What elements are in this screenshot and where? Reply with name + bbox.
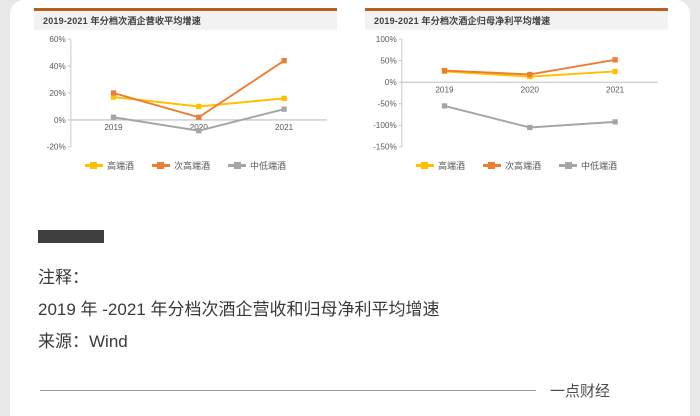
profit-line-chart: -150% -100% -50% 0% 50% 100% 2019 2020 2021 bbox=[373, 35, 658, 152]
series-marker bbox=[196, 128, 202, 134]
y-tick-label: 100% bbox=[376, 35, 397, 44]
revenue-chart-panel: 2019-2021 年分档次酒企营收平均增速 -20% 0% 20% 40% 60% 20… bbox=[34, 8, 337, 172]
series-marker bbox=[441, 67, 448, 74]
footer: 一点财经 bbox=[40, 380, 610, 401]
legend-marker-square bbox=[233, 161, 241, 169]
legend-label: 中低端酒 bbox=[250, 160, 287, 171]
legend-marker-square bbox=[157, 161, 165, 169]
legend-label: 高端酒 bbox=[437, 160, 465, 171]
legend-label: 次高端酒 bbox=[504, 160, 541, 171]
series-marker bbox=[612, 119, 618, 125]
legend-marker bbox=[84, 161, 103, 169]
profit-chart-panel: 2019-2021 年分档次酒企归母净利平均增速 -150% -100% -50% 0… bbox=[365, 8, 668, 172]
legend-marker bbox=[151, 161, 170, 169]
series-marker bbox=[110, 94, 117, 100]
y-tick-label: 60% bbox=[49, 35, 65, 44]
revenue-line-chart: -20% 0% 20% 40% 60% 2019 2020 2021 bbox=[47, 35, 327, 152]
series-marker bbox=[527, 71, 533, 78]
legend-label: 次高端酒 bbox=[173, 160, 210, 171]
series-marker bbox=[441, 103, 448, 109]
y-tick-label: 50% bbox=[380, 57, 396, 66]
brand-name: 一点财经 bbox=[549, 383, 610, 400]
series-line bbox=[444, 104, 616, 129]
legend-marker-square bbox=[421, 161, 429, 169]
x-category-label: 2021 bbox=[606, 85, 625, 94]
y-tick-label: 20% bbox=[49, 89, 65, 98]
y-tick-label: -100% bbox=[373, 121, 397, 130]
series-marker bbox=[281, 95, 287, 102]
x-category-label: 2019 bbox=[435, 85, 454, 94]
y-tick-label: -20% bbox=[47, 143, 66, 152]
legend-item: 次高端酒 bbox=[151, 159, 210, 172]
legend-marker bbox=[228, 161, 246, 169]
series-marker bbox=[196, 103, 202, 110]
legend-item: 中低端酒 bbox=[559, 159, 617, 172]
legend-item: 次高端酒 bbox=[482, 159, 541, 172]
charts-row: 2019-2021 年分档次酒企营收平均增速 -20% 0% 20% 40% 60% 20… bbox=[10, 0, 690, 172]
legend-label: 中低端酒 bbox=[581, 160, 618, 171]
y-tick-label: -50% bbox=[378, 100, 397, 109]
series-marker bbox=[110, 90, 117, 96]
x-category-label: 2020 bbox=[521, 85, 540, 94]
series-marker bbox=[196, 114, 202, 120]
y-tick-label: 0% bbox=[54, 116, 66, 125]
note-label: 注释： bbox=[38, 268, 89, 287]
legend-marker bbox=[559, 161, 577, 169]
x-category-label: 2021 bbox=[275, 123, 294, 132]
article-card: 2019-2021 年分档次酒企营收平均增速 -20% 0% 20% 40% 60% 20… bbox=[10, 0, 690, 416]
profit-chart-legend: 高端酒 次高端酒 中低端酒 bbox=[365, 158, 668, 172]
source-text: 来源：Wind bbox=[38, 332, 128, 351]
note-text: 2019 年 -2021 年分档次酒企营收和归母净利平均增速 bbox=[38, 300, 440, 319]
series-marker bbox=[612, 68, 618, 75]
legend-marker-square bbox=[90, 161, 98, 169]
note-block: 注释： 2019 年 -2021 年分档次酒企营收和归母净利平均增速 来源：Wi… bbox=[38, 262, 690, 358]
series-marker bbox=[612, 57, 618, 63]
y-tick-label: -150% bbox=[373, 143, 397, 152]
legend-marker-square bbox=[488, 161, 496, 169]
x-category-label: 2019 bbox=[104, 123, 123, 132]
legend-label: 高端酒 bbox=[106, 160, 134, 171]
legend-item: 高端酒 bbox=[84, 159, 134, 172]
legend-item: 中低端酒 bbox=[228, 159, 286, 172]
revenue-chart-title: 2019-2021 年分档次酒企营收平均增速 bbox=[34, 8, 337, 30]
y-tick-label: 0% bbox=[385, 78, 397, 87]
revenue-chart-legend: 高端酒 次高端酒 中低端酒 bbox=[34, 158, 337, 172]
section-marker bbox=[38, 230, 104, 243]
legend-marker-square bbox=[564, 161, 572, 169]
y-tick-label: 40% bbox=[49, 62, 65, 71]
series-marker bbox=[527, 124, 533, 131]
footer-divider bbox=[40, 390, 536, 391]
legend-marker bbox=[415, 161, 434, 169]
series-marker bbox=[110, 114, 117, 120]
series-marker bbox=[281, 58, 287, 64]
profit-chart-title: 2019-2021 年分档次酒企归母净利平均增速 bbox=[365, 8, 668, 30]
legend-item: 高端酒 bbox=[415, 159, 465, 172]
legend-marker bbox=[482, 161, 501, 169]
x-category-label: 2020 bbox=[190, 123, 209, 132]
series-marker bbox=[281, 106, 287, 112]
